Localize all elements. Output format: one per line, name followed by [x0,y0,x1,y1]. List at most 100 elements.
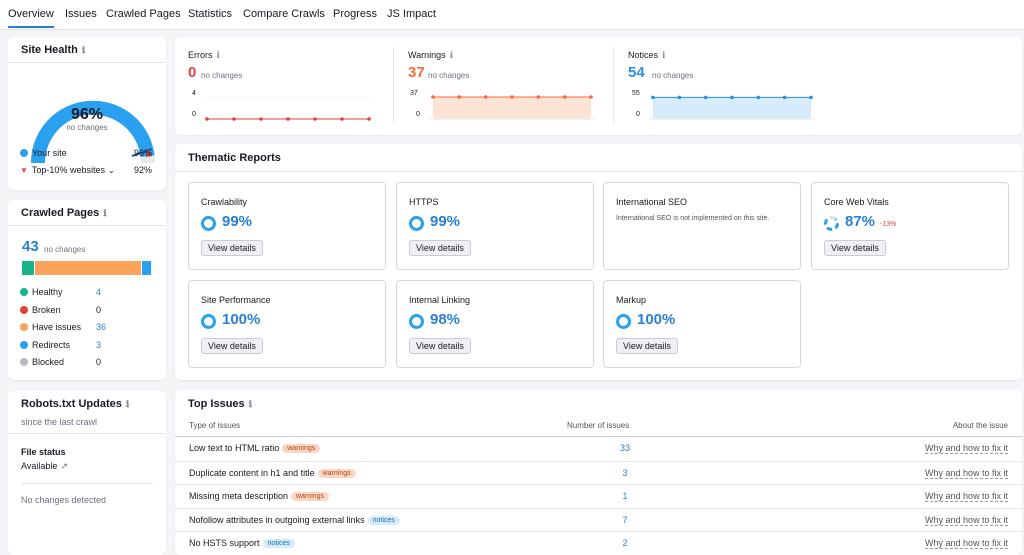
report-tile-international-seo[interactable]: International SEO International SEO is no… [603,182,801,270]
issue-row[interactable]: Duplicate content in h1 and title warning… [175,460,1022,484]
report-score[interactable]: 100% [637,311,676,328]
sparkline-area [433,97,591,119]
report-tile-markup[interactable]: Markup 100% View details [603,280,801,368]
issue-row[interactable]: Low text to HTML ratio warnings 33 Why and … [175,437,1022,460]
tab-crawled-pages[interactable]: Crawled Pages [106,8,181,20]
top-sites-label[interactable]: Top-10% websites [31,165,105,175]
issue-count[interactable]: 3 [622,467,628,478]
score-ring-icon [201,216,216,231]
legend-label: Blocked [32,357,65,367]
issue-row[interactable]: No HSTS support notices 2 Why and how to fi… [175,531,1022,554]
view-details-button[interactable]: View details [824,240,886,256]
why-how-fix-link[interactable]: Why and how to fix it [924,491,1008,502]
divider [613,47,614,123]
issue-count[interactable]: 33 [619,443,630,453]
why-how-fix-link[interactable]: Why and how to fix it [924,443,1008,454]
issue-count[interactable]: 2 [622,538,628,548]
score-ring-icon [201,314,216,329]
errors-ymin: 0 [192,111,196,118]
report-tile-https[interactable]: HTTPS 99% View details [396,182,594,270]
view-details-button[interactable]: View details [201,338,263,354]
legend-value[interactable]: 0 [96,357,102,367]
info-icon[interactable]: ℹ [449,50,454,60]
issue-label-wrap: Nofollow attributes in outgoing external… [189,515,400,525]
sparkline-point [483,95,488,99]
report-score[interactable]: 99% [222,213,253,230]
sparkline-point [651,95,655,100]
issue-label[interactable]: Missing meta description [189,491,289,501]
issue-count[interactable]: 1 [622,491,628,501]
issue-row[interactable]: Missing meta description warnings 1 Why and… [175,484,1022,507]
tab-statistics[interactable]: Statistics [188,8,233,20]
your-site-dot [20,149,28,157]
why-how-fix-link[interactable]: Why and how to fix it [924,514,1008,526]
legend-item[interactable]: Broken [20,305,61,315]
warnings-value[interactable]: 37 [408,64,425,81]
legend-item[interactable]: Blocked [20,357,64,367]
legend-dot [20,288,28,296]
info-icon[interactable]: ℹ [81,45,86,55]
issue-label[interactable]: Low text to HTML ratio [189,443,280,453]
legend-item[interactable]: Redirects [20,340,70,350]
issue-label[interactable]: No HSTS support [189,538,260,548]
bar-segment-redirects[interactable] [142,261,151,275]
divider [175,171,1022,172]
report-score[interactable]: 100% [222,311,261,328]
report-score[interactable]: 98% [430,311,461,328]
tab-progress[interactable]: Progress [333,8,378,20]
report-score[interactable]: 99% [430,213,461,230]
issue-label[interactable]: Duplicate content in h1 and title [189,467,315,478]
why-how-fix-link[interactable]: Why and how to fix it [924,538,1008,549]
report-tile-crawlability[interactable]: Crawlability 99% View details [188,182,386,270]
issue-badge: notices [367,515,400,525]
sparkline-point [536,95,541,99]
tab-compare-crawls[interactable]: Compare Crawls [243,8,325,20]
issue-label[interactable]: Nofollow attributes in outgoing external… [189,514,365,525]
legend-value[interactable]: 3 [96,339,102,350]
view-details-button[interactable]: View details [201,240,263,256]
your-site-label: Your site [32,148,67,158]
sparkline-point [457,95,462,99]
tab-issues[interactable]: Issues [65,8,97,20]
sparkline-point [756,95,761,100]
issue-count[interactable]: 7 [622,514,628,525]
issue-row[interactable]: Nofollow attributes in outgoing external… [175,507,1022,531]
legend-item[interactable]: Have issues [20,322,81,332]
legend-value[interactable]: 36 [96,322,107,332]
view-details-button[interactable]: View details [409,240,471,256]
sparkline-point [286,117,290,121]
info-icon[interactable]: ℹ [103,208,107,218]
errors-value[interactable]: 0 [188,64,197,81]
report-name: Site Performance [201,295,271,305]
external-link-icon[interactable]: ↗ [60,461,68,471]
info-icon[interactable]: ℹ [248,399,253,409]
notices-sparkline [649,95,815,120]
info-icon[interactable]: ℹ [662,50,666,60]
tab-overview[interactable]: Overview [8,8,54,28]
info-icon[interactable]: ℹ [216,50,220,60]
issue-label-wrap: No HSTS support notices [189,538,295,548]
report-tile-internal-linking[interactable]: Internal Linking 98% View details [396,280,594,368]
legend-item[interactable]: Healthy [20,287,63,297]
issue-badge: warnings [282,444,321,453]
warnings-sparkline [429,95,595,120]
report-tile-core-web-vitals[interactable]: Core Web Vitals 87% -13% View details [811,182,1009,270]
report-tile-site-performance[interactable]: Site Performance 100% View details [188,280,386,368]
why-how-fix-link[interactable]: Why and how to fix it [924,467,1008,479]
info-icon[interactable]: ℹ [125,399,130,409]
report-score[interactable]: 87% [845,213,876,230]
top-issues-title: Top Issues [188,398,245,410]
legend-value[interactable]: 4 [96,287,102,297]
warnings-ymax: 37 [410,90,418,97]
bar-segment-healthy[interactable] [22,261,34,275]
legend-value[interactable]: 0 [96,304,102,315]
tab-js-impact[interactable]: JS Impact [387,8,436,20]
view-details-button[interactable]: View details [616,338,678,354]
notices-value[interactable]: 54 [628,64,645,81]
view-details-button[interactable]: View details [409,338,471,354]
available-link[interactable]: Available [21,461,58,471]
score-ring-icon [409,216,424,231]
bar-segment-have-issues[interactable] [34,261,142,275]
chevron-down-icon[interactable]: ⌄ [107,166,115,175]
crawled-count[interactable]: 43 [22,238,39,255]
